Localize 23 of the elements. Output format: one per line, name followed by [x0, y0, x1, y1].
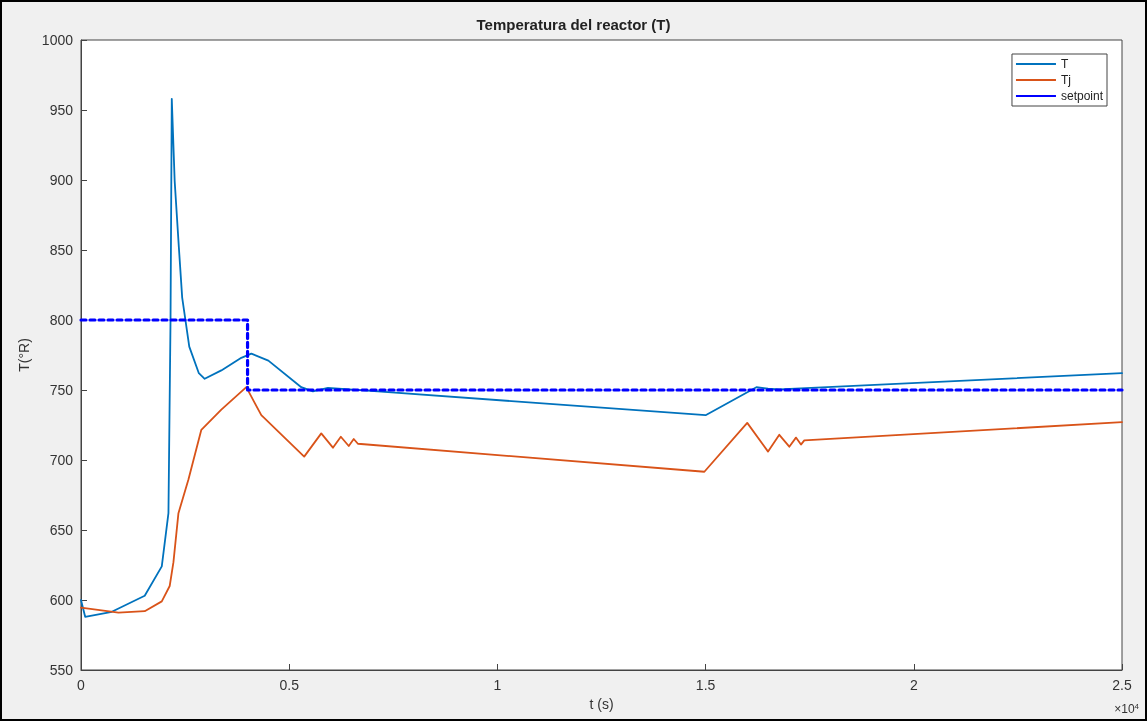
y-tick-label: 750 — [49, 382, 74, 398]
line-series — [80, 386, 1123, 614]
y-tick-label: 550 — [49, 662, 74, 678]
legend-label: Tj — [1060, 73, 1071, 87]
x-tick-label: 2 — [909, 677, 918, 693]
y-tick-label: 900 — [49, 172, 74, 188]
x-tick-label: 0.5 — [279, 677, 300, 693]
x-axis-title: t (s) — [589, 695, 614, 712]
legend-label: T — [1060, 57, 1069, 71]
x-tick-label: 1 — [493, 677, 502, 693]
chart-title: Temperatura del reactor (T) — [476, 16, 671, 33]
y-tick-label: 850 — [49, 242, 74, 258]
y-tick-label: 650 — [49, 522, 74, 538]
y-tick-label: 700 — [49, 452, 74, 468]
y-axis-title: T(°R) — [15, 338, 32, 372]
x-tick-label: 2.5 — [1112, 677, 1132, 693]
legend-label: setpoint — [1060, 89, 1104, 103]
y-tick-label: 950 — [49, 102, 74, 118]
x-tick-label: 0 — [77, 677, 86, 693]
y-tick-label: 1000 — [41, 32, 74, 48]
y-tick-label: 600 — [49, 592, 74, 608]
x-tick-label: 1.5 — [695, 677, 716, 693]
y-tick-label: 800 — [49, 312, 74, 328]
